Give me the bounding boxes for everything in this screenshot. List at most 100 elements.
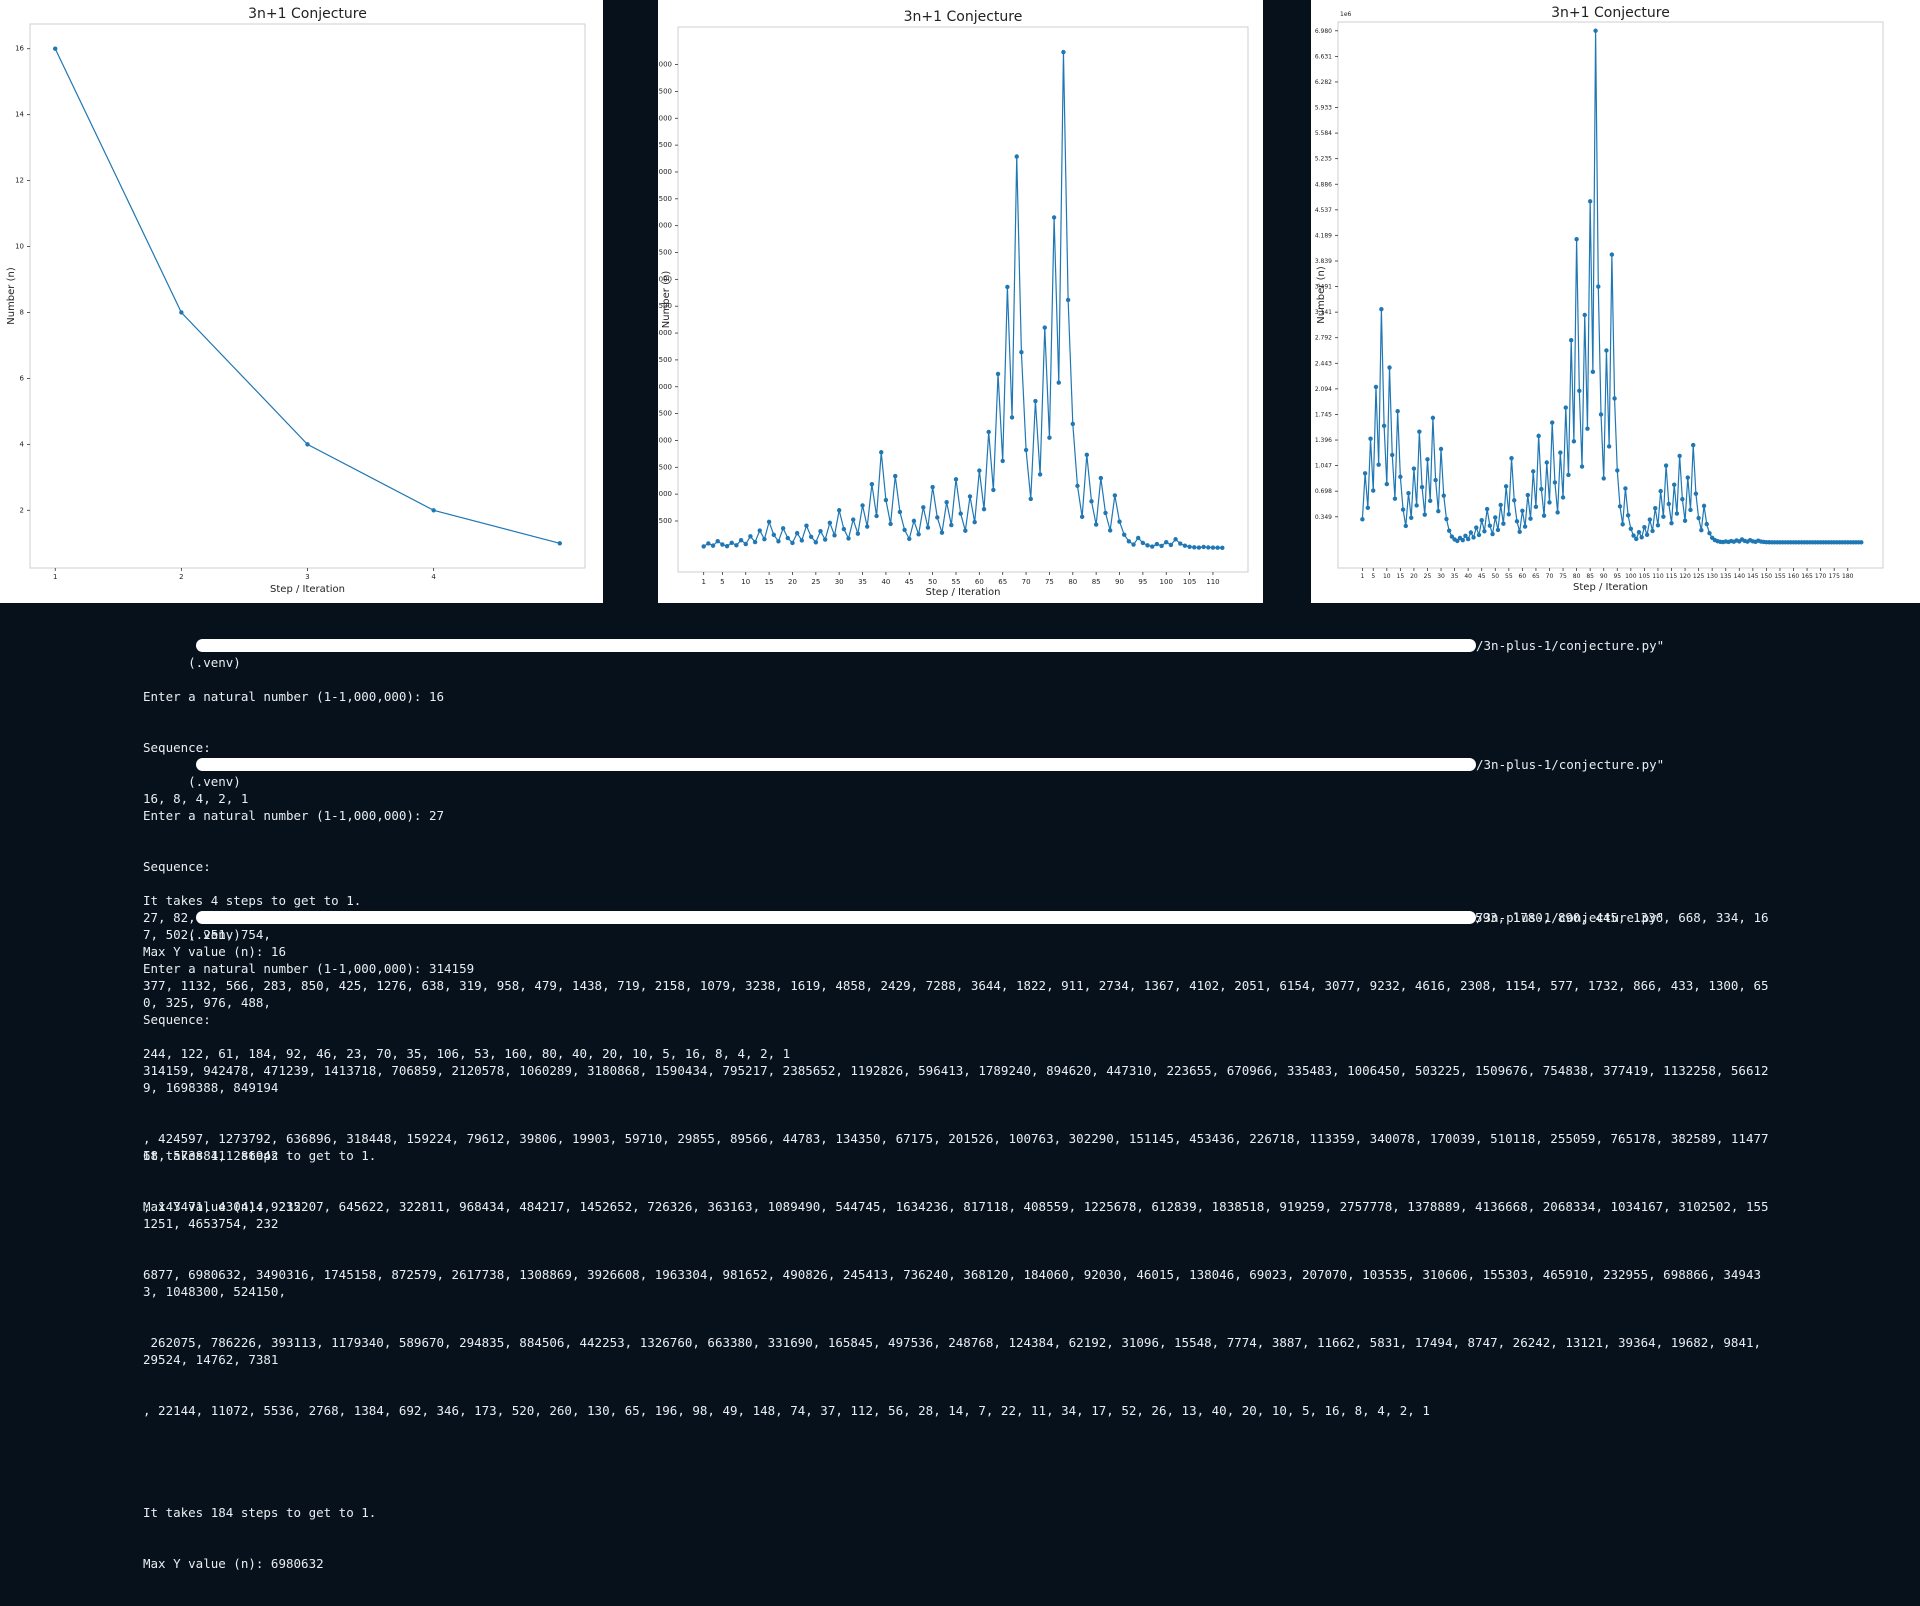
data-point: [1506, 512, 1512, 517]
data-point: [1140, 540, 1146, 546]
data-point: [963, 528, 968, 533]
x-tick-label: 145: [1747, 573, 1759, 580]
data-point: [958, 511, 963, 516]
data-point: [1061, 49, 1066, 55]
data-point: [1131, 542, 1136, 547]
x-tick-label: 170: [1815, 573, 1827, 580]
x-tick-label: 80: [1068, 578, 1077, 586]
data-point: [1688, 507, 1693, 513]
data-point: [804, 523, 809, 528]
data-point: [939, 530, 945, 535]
data-point: [977, 468, 982, 473]
data-point: [1215, 545, 1220, 550]
data-point: [1655, 523, 1661, 528]
output-line: Sequence:: [143, 740, 211, 755]
data-point: [1430, 415, 1436, 421]
x-tick-label: 80: [1573, 573, 1581, 580]
data-point: [1471, 535, 1476, 540]
y-tick-label: 6500: [658, 195, 672, 203]
data-point: [1701, 503, 1707, 509]
terminal-run-1: (.venv) /3n-plus-1/conjecture.py" Enter …: [143, 603, 1770, 994]
data-point: [799, 538, 805, 543]
data-point: [790, 540, 795, 546]
data-point: [832, 533, 837, 538]
y-tick-label: 6.631: [1315, 53, 1332, 60]
y-axis-label: Number (n): [1316, 266, 1327, 324]
data-point: [1560, 495, 1566, 500]
data-point: [1414, 503, 1419, 508]
data-point: [836, 508, 842, 513]
data-point: [734, 543, 739, 548]
output-line: Sequence:: [143, 859, 211, 874]
terminal[interactable]: (.venv) /3n-plus-1/conjecture.py" Enter …: [0, 603, 1920, 1571]
data-point: [865, 524, 870, 529]
y-tick-label: 7500: [658, 141, 672, 149]
data-point: [1550, 420, 1555, 425]
data-point: [1192, 545, 1197, 550]
y-tick-label: 6000: [658, 222, 672, 230]
x-tick-label: 60: [1519, 573, 1527, 580]
data-point: [1436, 509, 1441, 514]
x-tick-label: 75: [1559, 573, 1567, 580]
data-point: [1371, 488, 1376, 493]
data-point: [1568, 338, 1574, 343]
data-point: [1661, 514, 1666, 519]
series-line: [1361, 30, 1862, 543]
data-point: [1677, 453, 1682, 459]
data-point: [944, 499, 949, 505]
data-point: [1009, 415, 1015, 420]
data-point: [1636, 530, 1642, 535]
y-tick-label: 3.141: [1315, 309, 1332, 316]
data-point: [1427, 498, 1433, 504]
data-point: [1639, 535, 1644, 540]
data-point: [1037, 472, 1043, 477]
x-tick-label: 5: [720, 578, 724, 586]
y-tick-label: 1.396: [1315, 437, 1332, 444]
data-point: [1606, 444, 1612, 449]
data-point: [1465, 536, 1471, 542]
y-tick-label: 8000: [658, 114, 672, 122]
y-tick-label: 6.282: [1315, 79, 1332, 86]
plot-frame: [1337, 21, 1884, 569]
data-point: [1373, 384, 1379, 390]
y-tick-label: 6.980: [1315, 28, 1332, 35]
y-tick-label: 5.933: [1315, 105, 1332, 112]
data-point: [841, 526, 847, 532]
data-point: [1206, 545, 1211, 550]
data-point: [1669, 520, 1674, 526]
x-tick-label: 55: [1505, 573, 1513, 580]
x-tick-label: 2: [179, 573, 183, 581]
data-point: [1014, 154, 1019, 159]
data-point: [1392, 496, 1398, 501]
data-point: [1438, 446, 1444, 452]
data-point: [1585, 426, 1590, 431]
x-tick-label: 20: [1410, 573, 1418, 580]
data-point: [1400, 507, 1406, 512]
data-point: [897, 509, 903, 515]
data-point: [1704, 521, 1709, 527]
y-tick-label: 4: [20, 440, 25, 448]
y-tick-label: 12: [15, 177, 24, 185]
data-point: [888, 521, 893, 527]
y-tick-label: 1000: [658, 490, 672, 498]
chart-title: 3n+1 Conjecture: [1551, 5, 1670, 21]
data-point: [1498, 502, 1503, 508]
data-point: [808, 534, 814, 539]
x-tick-label: 65: [998, 578, 1007, 586]
x-tick-label: 15: [1397, 573, 1405, 580]
data-point: [1617, 504, 1623, 509]
script-path: /3n-plus-1/conjecture.py": [1476, 910, 1665, 925]
y-tick-label: 3500: [658, 356, 672, 364]
output-line: 377, 1132, 566, 283, 850, 425, 1276, 638…: [143, 978, 1769, 1010]
data-point: [1182, 543, 1188, 548]
data-point: [921, 505, 926, 510]
y-tick-label: 6: [20, 374, 25, 382]
output-line: 6877, 6980632, 3490316, 1745158, 872579,…: [143, 1267, 1762, 1299]
y-tick-label: 0.698: [1315, 488, 1332, 495]
data-point: [1539, 486, 1544, 492]
x-tick-label: 65: [1532, 573, 1540, 580]
data-point: [1168, 542, 1174, 548]
x-axis-label: Step / Iteration: [926, 587, 1001, 598]
chart-title: 3n+1 Conjecture: [248, 6, 367, 22]
x-tick-label: 4: [431, 573, 436, 581]
